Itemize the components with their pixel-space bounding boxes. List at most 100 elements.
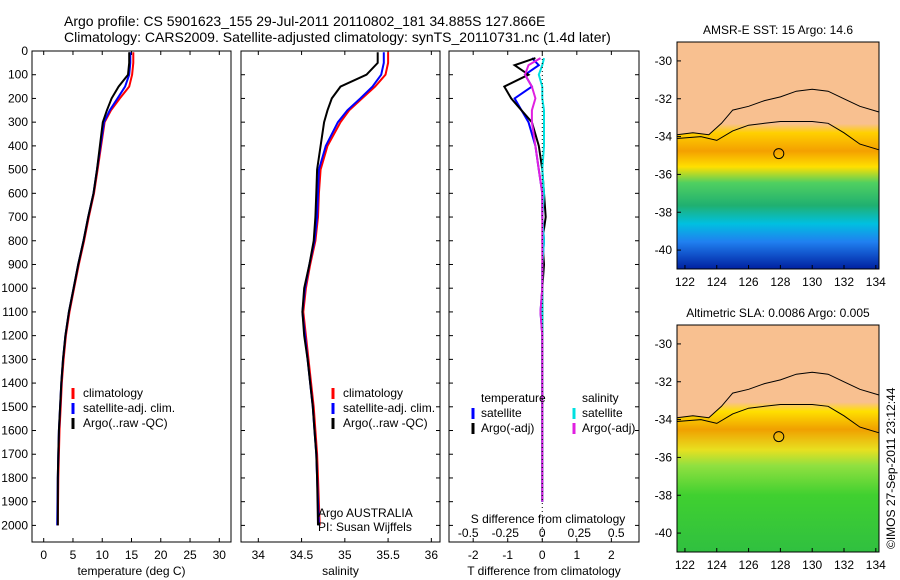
x-tick-label-temperature: 0	[40, 548, 47, 562]
x-tick-label-salinity: 36	[425, 548, 439, 562]
y-tick-label-temperature: 2000	[1, 518, 28, 532]
s-tick-label-difference: 0	[539, 526, 546, 540]
y-tick-label-temperature: 1800	[1, 471, 28, 485]
x-tick-label-temperature: 30	[213, 548, 227, 562]
map-y-tick-label-sst_map: -30	[655, 54, 673, 68]
map-x-tick-label-sst_map: 126	[739, 275, 759, 289]
x-tick-label-temperature: 5	[70, 548, 77, 562]
x-tick-label-salinity: 35.5	[376, 548, 400, 562]
y-tick-label-temperature: 1200	[1, 329, 28, 343]
map-x-tick-label-sla_map: 134	[866, 558, 886, 572]
x-tick-label-temperature: 25	[183, 548, 197, 562]
map-y-tick-label-sla_map: -30	[655, 337, 673, 351]
s-tick-label-difference: 0.25	[568, 526, 592, 540]
map-coastline-sst_map	[676, 88, 880, 136]
map-marker-sst_map	[773, 148, 785, 160]
map-title-sst_map: AMSR-E SST: 15 Argo: 14.6	[703, 23, 853, 37]
map-x-tick-label-sst_map: 122	[675, 275, 695, 289]
y-tick-label-temperature: 500	[8, 163, 28, 177]
map-x-tick-label-sst_map: 134	[866, 275, 886, 289]
map-x-tick-label-sla_map: 126	[739, 558, 759, 572]
y-tick-label-temperature: 200	[8, 91, 28, 105]
map-land-sst_map	[677, 42, 879, 135]
plot-frame-temperature	[31, 50, 232, 543]
x-tick-label-temperature: 15	[125, 548, 139, 562]
x-tick-label-salinity: 35	[338, 548, 352, 562]
s-tick-label-difference: -0.25	[492, 526, 520, 540]
x-axis-label-difference: T difference from climatology	[467, 564, 621, 578]
x-axis-label-salinity: salinity	[322, 564, 359, 578]
x-tick-label-temperature: 10	[96, 548, 110, 562]
map-x-tick-label-sla_map: 124	[707, 558, 727, 572]
map-x-tick-label-sla_map: 130	[802, 558, 822, 572]
y-tick-label-temperature: 900	[8, 257, 28, 271]
map-y-tick-label-sla_map: -38	[655, 488, 673, 502]
s-tick-label-difference: -0.5	[458, 526, 479, 540]
map-frame-sst_map	[676, 41, 880, 270]
y-tick-label-temperature: 1500	[1, 400, 28, 414]
x-tick-label-salinity: 34	[252, 548, 266, 562]
map-marker-sla_map	[773, 431, 785, 443]
legend-label-s-argo: Argo(-adj)	[582, 421, 635, 435]
legend-label-s-satellite: satellite	[582, 406, 623, 420]
annotation-pi: PI: Susan Wijffels	[318, 520, 412, 534]
map-x-tick-label-sst_map: 124	[707, 275, 727, 289]
legend-label-salinity-0: climatology	[343, 386, 403, 400]
y-tick-label-temperature: 1300	[1, 352, 28, 366]
s-axis-label-difference: S difference from climatology	[471, 512, 626, 526]
map-y-tick-label-sla_map: -40	[655, 526, 673, 540]
map-coastline-sla_map	[676, 371, 880, 419]
x-tick-label-salinity: 34.5	[290, 548, 314, 562]
legend-label-t-satellite: satellite	[481, 406, 522, 420]
map-contour-sst_map	[676, 121, 880, 151]
legend-label-temperature-2: Argo(..raw -QC)	[83, 416, 168, 430]
y-tick-label-temperature: 1000	[1, 281, 28, 295]
map-title-sla_map: Altimetric SLA: 0.0086 Argo: 0.005	[686, 306, 870, 320]
map-contour-sla_map	[676, 404, 880, 434]
map-x-tick-label-sst_map: 130	[802, 275, 822, 289]
legend-label-salinity-2: Argo(..raw -QC)	[343, 416, 428, 430]
y-tick-label-temperature: 600	[8, 186, 28, 200]
legend-title-temperature: temperature	[481, 391, 546, 405]
y-tick-label-temperature: 1900	[1, 495, 28, 509]
x-tick-label-difference: 1	[573, 548, 580, 562]
x-tick-label-difference: -1	[502, 548, 513, 562]
annotation-argo-australia: Argo AUSTRALIA	[318, 506, 413, 520]
map-y-tick-label-sst_map: -34	[655, 130, 673, 144]
x-tick-label-difference: 0	[539, 548, 546, 562]
map-land-sla_map	[677, 325, 879, 418]
figure-title-line1: Argo profile: CS 5901623_155 29-Jul-2011…	[64, 13, 546, 29]
x-axis-label-temperature: temperature (deg C)	[77, 564, 185, 578]
map-y-tick-label-sst_map: -38	[655, 205, 673, 219]
map-x-tick-label-sla_map: 132	[834, 558, 854, 572]
figure-title-line2: Climatology: CARS2009. Satellite-adjuste…	[64, 29, 611, 45]
y-tick-label-temperature: 800	[8, 234, 28, 248]
legend-title-salinity: salinity	[582, 391, 619, 405]
s-tick-label-difference: 0.5	[608, 526, 625, 540]
x-tick-label-difference: 2	[608, 548, 615, 562]
x-tick-label-temperature: 20	[154, 548, 168, 562]
map-y-tick-label-sla_map: -32	[655, 375, 673, 389]
map-x-tick-label-sla_map: 128	[770, 558, 790, 572]
map-y-tick-label-sst_map: -36	[655, 167, 673, 181]
legend-label-temperature-1: satellite-adj. clim.	[83, 401, 175, 415]
map-x-tick-label-sla_map: 122	[675, 558, 695, 572]
series-line-salinity-2	[301, 52, 379, 526]
map-y-tick-label-sla_map: -36	[655, 450, 673, 464]
plot-frame-salinity	[240, 50, 441, 543]
legend-label-t-argo: Argo(-adj)	[481, 421, 534, 435]
y-tick-label-temperature: 300	[8, 115, 28, 129]
y-tick-label-temperature: 1100	[2, 305, 28, 319]
y-tick-label-temperature: 0	[21, 44, 28, 58]
map-y-tick-label-sst_map: -40	[655, 243, 673, 257]
map-y-tick-label-sla_map: -34	[655, 413, 673, 427]
y-tick-label-temperature: 100	[8, 68, 28, 82]
y-tick-label-temperature: 700	[8, 210, 28, 224]
y-tick-label-temperature: 1400	[1, 376, 28, 390]
map-y-tick-label-sst_map: -32	[655, 92, 673, 106]
legend-label-temperature-0: climatology	[83, 386, 143, 400]
legend-label-salinity-1: satellite-adj. clim.	[343, 401, 435, 415]
map-frame-sla_map	[676, 324, 880, 553]
y-tick-label-temperature: 1600	[1, 424, 28, 438]
